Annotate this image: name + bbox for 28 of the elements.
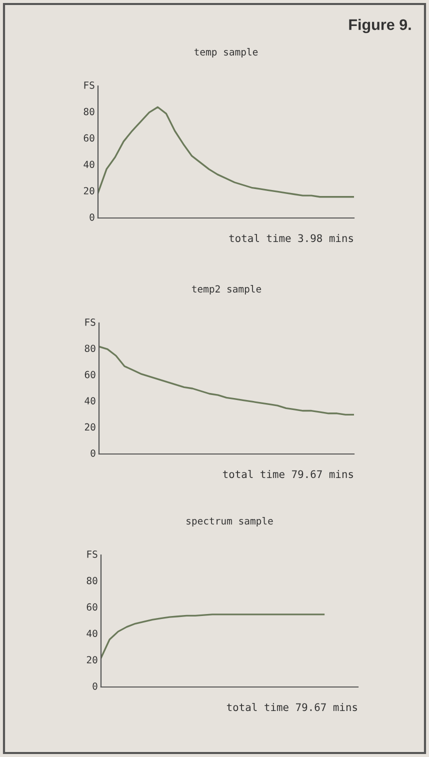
y-tick-label: 80 (84, 108, 94, 116)
chart-title: spectrum sample (186, 517, 273, 526)
y-tick-label: 80 (84, 344, 96, 352)
y-axis-title: FS (84, 81, 94, 89)
y-axis-title: FS (85, 318, 96, 326)
y-tick-label: 40 (84, 397, 96, 404)
chart-title: temp sample (194, 48, 258, 58)
y-tick-label: 0 (90, 449, 96, 457)
y-tick-label: 20 (86, 656, 98, 664)
x-axis-title: total time 3.98 mins (229, 234, 353, 242)
y-tick-label: 60 (86, 603, 98, 611)
x-axis-title: total time 79.67 mins (222, 470, 353, 478)
y-tick-label: 80 (86, 576, 98, 584)
y-axis-title: FS (87, 550, 98, 558)
y-tick-label: 20 (84, 187, 94, 194)
y-tick-label: 40 (86, 630, 98, 638)
x-axis-title: total time 79.67 mins (226, 702, 357, 712)
y-tick-label: 20 (84, 423, 96, 431)
y-tick-label: 0 (90, 213, 94, 221)
line-series (98, 106, 354, 198)
chart-title: temp2 sample (192, 285, 262, 294)
caption: Figure 9. (349, 18, 411, 34)
line-series (101, 614, 325, 659)
y-tick-label: 0 (92, 682, 98, 690)
y-tick-label: 40 (84, 160, 94, 168)
y-tick-label: 60 (84, 134, 94, 142)
line-series (99, 346, 354, 416)
y-tick-label: 60 (84, 370, 96, 378)
